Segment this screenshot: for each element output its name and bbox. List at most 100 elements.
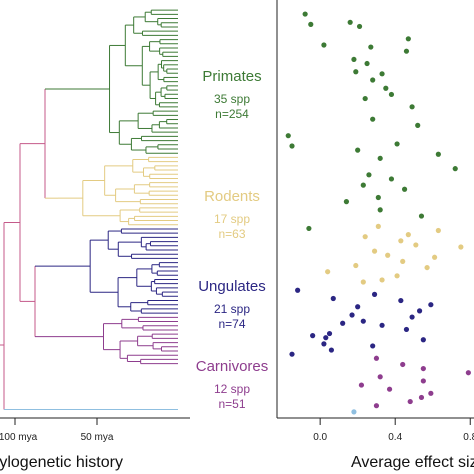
scatter-point-rodents xyxy=(379,277,385,283)
scatter-point-primates xyxy=(308,21,314,27)
scatter-point-primates xyxy=(366,172,372,178)
scatter-point-primates xyxy=(364,60,370,67)
scatter-point-ungulates xyxy=(370,343,376,349)
clade-n-primates: n=254 xyxy=(215,107,249,121)
scatter-point-primates xyxy=(401,186,408,192)
scatter-point-carnivores xyxy=(373,403,380,409)
scatter-point-primates xyxy=(388,176,395,182)
scatter-point-carnivores xyxy=(400,361,406,368)
scatter-point-primates xyxy=(394,141,400,147)
scatter-point-primates xyxy=(377,207,383,213)
phylogenetic-tree xyxy=(0,9,178,410)
tree-tick-label-50: 50 mya xyxy=(81,432,114,443)
clade-spp-ungulates: 21 spp xyxy=(214,302,250,316)
scatter-point-rodents xyxy=(362,234,368,240)
scatter-point-ungulates xyxy=(428,302,434,308)
scatter-point-primates xyxy=(285,133,291,139)
clade-spp-rodents: 17 spp xyxy=(214,212,250,226)
scatter-point-rodents xyxy=(458,244,464,250)
clade-spp-primates: 35 spp xyxy=(214,92,250,106)
scatter-point-rodents xyxy=(405,232,411,238)
scatter-point-primates xyxy=(370,77,376,83)
scatter-point-ungulates xyxy=(289,351,295,357)
clade-n-carnivores: n=51 xyxy=(218,397,245,411)
tree-time-axis: 100 mya 50 mya ...ylogenetic history xyxy=(0,417,190,471)
scatter-point-primates xyxy=(302,11,308,17)
scatter-point-primates xyxy=(418,213,425,219)
scatter-point-rodents xyxy=(424,264,430,271)
scatter-point-primates xyxy=(409,104,415,110)
scatter-point-rodents xyxy=(353,262,359,269)
scatter-point-carnivores xyxy=(373,355,380,361)
scatter-point-primates xyxy=(306,225,312,232)
scatter-point-primates xyxy=(362,95,368,102)
scatter-point-primates xyxy=(435,151,441,157)
scatter-point-primates xyxy=(353,69,359,75)
scatter-point-ungulates xyxy=(349,312,355,318)
scatter-point-rodents xyxy=(360,279,366,285)
scatter-point-primates xyxy=(370,116,376,122)
scatter-point-primates xyxy=(377,155,383,161)
scatter-point-outgroup xyxy=(351,409,357,415)
clade-name-carnivores: Carnivores xyxy=(196,358,269,375)
scatter-x-ticks: 0.0 0.4 0.8 xyxy=(313,418,474,443)
scatter-point-rodents xyxy=(400,258,406,265)
clade-n-ungulates: n=74 xyxy=(218,317,245,331)
scatter-point-carnivores xyxy=(420,365,426,372)
scatter-point-primates xyxy=(383,85,389,91)
scatter-point-ungulates xyxy=(326,330,333,337)
scatter-point-primates xyxy=(403,48,410,54)
scatter-point-primates xyxy=(452,166,458,172)
scatter-point-primates xyxy=(355,147,361,153)
scatter-point-ungulates xyxy=(398,297,404,304)
scatter-point-ungulates xyxy=(330,295,336,302)
scatter-point-ungulates xyxy=(321,341,327,347)
scatter-point-primates xyxy=(388,91,395,98)
clade-name-primates: Primates xyxy=(202,68,261,85)
scatter-point-rodents xyxy=(435,227,441,234)
tree-tick-label-100: 100 mya xyxy=(0,432,38,443)
scatter-point-rodents xyxy=(371,248,378,254)
scatter-point-primates xyxy=(375,194,381,201)
scatter-point-carnivores xyxy=(377,374,383,380)
scatter-x-tick-label: 0.0 xyxy=(313,432,327,443)
scatter-point-ungulates xyxy=(323,335,329,341)
scatter-point-carnivores xyxy=(465,370,471,376)
scatter-point-ungulates xyxy=(409,314,415,320)
scatter-point-primates xyxy=(289,143,295,149)
scatter-point-rodents xyxy=(385,252,391,258)
clade-name-ungulates: Ungulates xyxy=(198,278,266,295)
scatter-x-tick-label: 0.4 xyxy=(388,432,402,443)
scatter-point-ungulates xyxy=(379,322,385,328)
scatter-point-ungulates xyxy=(355,304,361,310)
scatter-point-ungulates xyxy=(328,347,335,353)
scatter-point-primates xyxy=(405,36,411,42)
scatter-point-carnivores xyxy=(428,390,434,396)
clade-name-rodents: Rodents xyxy=(204,188,260,205)
tree-axis-label: ...ylogenetic history xyxy=(0,454,123,471)
scatter-point-ungulates xyxy=(310,333,316,339)
scatter-point-ungulates xyxy=(295,287,301,293)
scatter-point-ungulates xyxy=(371,291,378,297)
scatter-point-carnivores xyxy=(418,394,425,401)
scatter-point-ungulates xyxy=(420,337,426,343)
scatter-point-carnivores xyxy=(358,382,365,388)
scatter-point-ungulates xyxy=(403,326,410,333)
scatter-point-rodents xyxy=(413,242,419,248)
scatter-point-primates xyxy=(351,56,357,63)
scatter-axis-label: Average effect siz... xyxy=(351,454,474,471)
scatter-points xyxy=(285,11,471,415)
clade-n-rodents: n=63 xyxy=(218,227,245,241)
scatter-point-primates xyxy=(321,42,327,48)
scatter-point-ungulates xyxy=(340,320,346,326)
scatter-point-rodents xyxy=(375,223,381,229)
scatter-point-primates xyxy=(360,182,366,188)
scatter-point-ungulates xyxy=(416,308,423,314)
scatter-point-ungulates xyxy=(360,318,366,324)
scatter-point-primates xyxy=(343,199,350,205)
scatter-point-primates xyxy=(347,19,353,25)
scatter-x-tick-label: 0.8 xyxy=(463,432,474,443)
scatter-point-rodents xyxy=(325,269,331,275)
clade-labels: Primates 35 spp n=254 Rodents 17 spp n=6… xyxy=(196,68,269,411)
